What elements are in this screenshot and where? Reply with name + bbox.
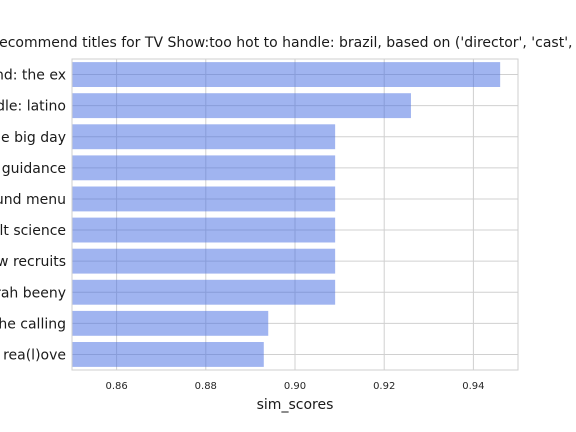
bars — [72, 62, 501, 367]
bar-say-yes-to-the-dress-the-big-day — [72, 124, 336, 150]
x-tick-label: 0.88 — [195, 381, 217, 392]
category-label-the-calling: the calling — [0, 316, 66, 332]
category-label-the-surround-menu: the surround menu — [0, 192, 66, 208]
x-tick-label: 0.86 — [105, 381, 127, 392]
bar-the-new-recruits — [72, 248, 336, 274]
category-label-secret-adult-science: secret adult science — [0, 223, 66, 239]
bar-dating-around-the-ex — [72, 62, 501, 87]
bar-too-hot-to-handle-latino — [72, 93, 411, 119]
bar-rea-l-ove — [72, 342, 264, 367]
category-label-the-new-recruits: the new recruits — [0, 254, 66, 270]
category-label-dating-around-the-ex: dating around: the ex — [0, 68, 66, 84]
bar-the-surround-menu — [72, 186, 336, 212]
x-tick-label: 0.92 — [373, 381, 395, 392]
bar-the-calling — [72, 310, 269, 336]
x-tick-label: 0.90 — [284, 381, 306, 392]
category-label-rea-l-ove: rea(l)ove — [3, 347, 66, 363]
category-label-sarah-beeny: sarah beeny — [0, 285, 66, 301]
chart-title: Recommend titles for TV Show:too hot to … — [0, 35, 576, 51]
category-label-say-yes-to-the-dress-the-big-day: say yes to the dress: the big day — [0, 130, 66, 146]
bar-spiritual-guidance — [72, 155, 336, 181]
category-label-spiritual-guidance: spiritual guidance — [0, 161, 66, 177]
bar-sarah-beeny — [72, 279, 336, 305]
plot-frame — [71, 58, 519, 371]
category-labels: dating around: the ex too hot to handle: … — [0, 68, 66, 364]
x-tick-label: 0.94 — [462, 381, 484, 392]
category-label-too-hot-to-handle-latino: too hot to handle: latino — [0, 99, 66, 115]
bar-secret-adult-science — [72, 217, 336, 243]
x-axis-label: sim_scores — [257, 397, 334, 413]
x-tick-labels: 0.86 0.88 0.90 0.92 0.94 — [105, 381, 484, 392]
